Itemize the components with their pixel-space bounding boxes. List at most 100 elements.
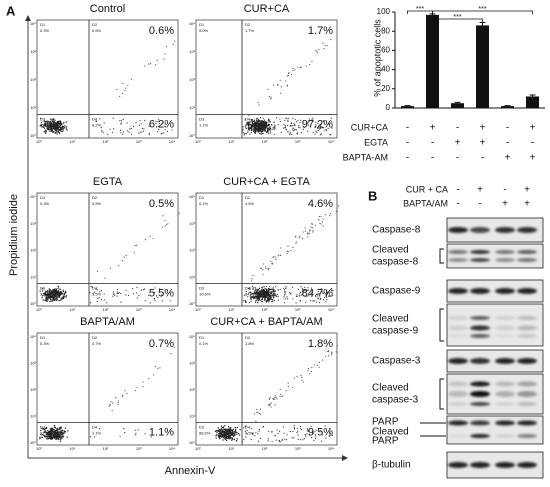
event-dot — [292, 67, 294, 69]
event-dot — [59, 440, 62, 442]
event-dot — [135, 122, 137, 124]
event-dot — [246, 123, 248, 125]
event-dot — [297, 438, 299, 441]
event-dot — [113, 128, 115, 130]
event-dot — [59, 426, 62, 429]
event-dot — [308, 118, 310, 120]
event-dot — [320, 223, 322, 225]
event-dot — [279, 288, 281, 290]
event-dot — [40, 121, 43, 123]
event-dot — [321, 291, 323, 293]
event-dot — [273, 289, 275, 291]
condition-sign: - — [456, 153, 459, 164]
event-dot — [223, 432, 225, 434]
event-dot — [60, 429, 62, 432]
event-dot — [300, 429, 303, 431]
quadrant-value: 0.5% — [149, 198, 174, 210]
blot-band — [495, 258, 515, 262]
blot-band — [495, 402, 515, 406]
event-dot — [222, 436, 225, 439]
event-dot — [304, 295, 306, 297]
quadrant-percent: 0.3% — [40, 201, 50, 206]
event-dot — [292, 386, 294, 389]
quadrant-name: D3 — [199, 425, 205, 430]
event-dot — [224, 425, 226, 427]
event-dot — [331, 352, 333, 354]
event-dot — [254, 295, 256, 297]
event-dot — [54, 427, 57, 429]
event-dot — [59, 299, 62, 301]
plot-frame — [36, 19, 179, 139]
event-dot — [221, 433, 223, 435]
event-dot — [259, 294, 261, 297]
axis-tick-label: 10² — [30, 387, 36, 392]
event-dot — [61, 130, 63, 133]
error-bar — [454, 101, 461, 104]
event-dot — [63, 295, 65, 298]
event-dot — [51, 296, 54, 298]
event-dot — [286, 434, 288, 436]
event-dot — [304, 433, 306, 436]
event-dot — [286, 253, 288, 255]
event-dot — [268, 293, 271, 296]
event-dot — [51, 431, 53, 433]
blot-band — [517, 325, 537, 331]
event-dot — [289, 292, 291, 294]
event-dot — [173, 346, 175, 349]
event-dot — [315, 124, 317, 126]
quadrant-name: D4 — [92, 116, 98, 121]
event-dot — [242, 128, 244, 130]
blot-band — [470, 316, 490, 320]
event-dot — [138, 132, 140, 134]
event-dot — [131, 287, 134, 290]
event-dot — [315, 429, 317, 431]
event-dot — [312, 230, 314, 232]
event-dot — [291, 133, 293, 136]
event-dot — [273, 296, 275, 298]
event-dot — [273, 294, 275, 296]
event-dot — [101, 129, 103, 131]
event-dot — [295, 295, 298, 298]
event-dot — [53, 294, 56, 297]
blot-band — [470, 434, 490, 438]
event-dot — [250, 298, 252, 301]
axis-tick-label: 10⁴ — [30, 21, 36, 26]
event-dot — [57, 130, 60, 132]
event-dot — [64, 431, 67, 433]
event-dot — [60, 437, 62, 439]
event-dot — [284, 438, 286, 440]
event-dot — [255, 288, 257, 290]
event-dot — [50, 296, 52, 298]
event-dot — [46, 298, 49, 300]
event-dot — [219, 437, 221, 440]
event-dot — [260, 413, 262, 415]
event-dot — [63, 122, 65, 124]
blot-band — [470, 325, 490, 331]
event-dot — [101, 131, 103, 133]
event-dot — [284, 298, 286, 300]
event-dot — [300, 132, 302, 134]
event-dot — [294, 69, 296, 71]
condition-sign: + — [430, 123, 436, 134]
event-dot — [44, 129, 47, 132]
event-dot — [273, 256, 275, 258]
event-dot — [138, 295, 140, 297]
event-dot — [302, 381, 304, 383]
event-dot — [143, 128, 145, 130]
event-dot — [154, 287, 156, 289]
event-dot — [133, 252, 135, 254]
axis-tick-label: 10¹ — [228, 139, 234, 144]
blot-label: caspase-8 — [372, 257, 419, 268]
y-tick-label: 60 — [381, 46, 390, 55]
event-dot — [273, 126, 276, 128]
event-dot — [98, 297, 100, 299]
blot-band — [495, 391, 515, 397]
event-dot — [322, 292, 324, 294]
event-dot — [229, 437, 231, 440]
event-dot — [58, 432, 60, 434]
event-dot — [266, 129, 269, 131]
event-dot — [322, 299, 324, 301]
event-dot — [132, 125, 135, 128]
event-dot — [250, 297, 252, 299]
event-dot — [299, 127, 301, 129]
